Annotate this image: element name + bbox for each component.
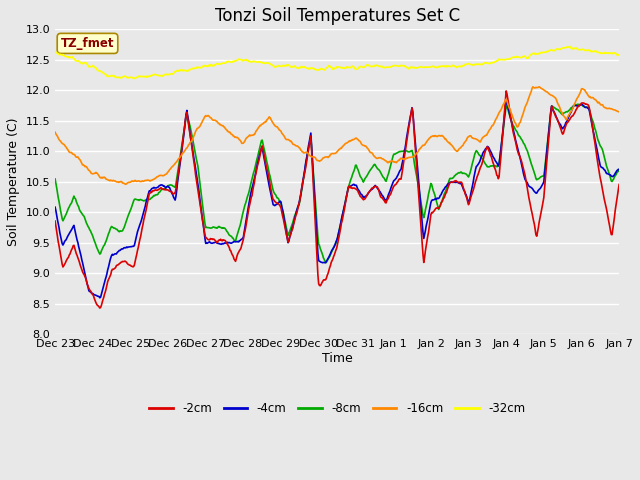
Legend: -2cm, -4cm, -8cm, -16cm, -32cm: -2cm, -4cm, -8cm, -16cm, -32cm — [145, 398, 530, 420]
Title: Tonzi Soil Temperatures Set C: Tonzi Soil Temperatures Set C — [214, 7, 460, 25]
Y-axis label: Soil Temperature (C): Soil Temperature (C) — [7, 118, 20, 246]
X-axis label: Time: Time — [322, 352, 353, 365]
Text: TZ_fmet: TZ_fmet — [61, 37, 115, 50]
